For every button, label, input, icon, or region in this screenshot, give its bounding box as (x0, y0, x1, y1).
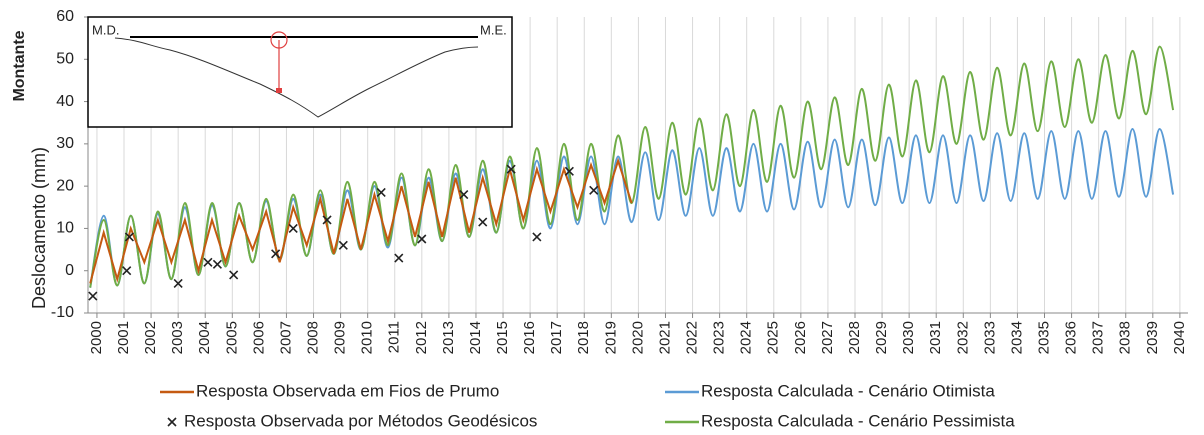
series-line (89, 128, 1175, 288)
marker (478, 217, 488, 227)
marker (122, 266, 132, 276)
marker (459, 190, 469, 200)
marker (338, 240, 348, 250)
marker (564, 166, 574, 176)
x-tick-label: 2036 (1063, 321, 1080, 354)
y-tick-label: 50 (56, 51, 74, 68)
x-tick-label: 2000 (88, 321, 105, 354)
x-tick-label: 2007 (277, 321, 294, 354)
y-tick-label: 40 (56, 93, 74, 110)
x-tick-label: 2035 (1035, 321, 1052, 354)
y-tick-label: 10 (56, 220, 74, 237)
x-tick-label: 2030 (900, 321, 917, 354)
x-tick-label: 2021 (656, 321, 673, 354)
x-tick-label: 2022 (684, 321, 701, 354)
x-tick-label: 2006 (250, 321, 267, 354)
marker (376, 187, 386, 198)
x-tick-label: 2018 (575, 321, 592, 354)
marker (322, 215, 332, 225)
x-tick-label: 2015 (494, 321, 511, 354)
marker (288, 223, 298, 233)
x-tick-label: 2025 (765, 321, 782, 354)
plot-area: 2000 2001 2002 2003 2004 2005 2006 2007 2008 2009… (51, 8, 1188, 354)
inset: M.D. M.E. (87, 16, 513, 128)
x-tick-label: 2004 (196, 321, 213, 354)
marker (589, 185, 599, 195)
x-tick-label: 2026 (792, 321, 809, 354)
inset-label: M.D. (92, 22, 119, 37)
y-tick-label: -10 (51, 304, 74, 321)
inset-frame (87, 16, 513, 128)
x-tick-label: 2008 (304, 321, 321, 354)
x-tick-label: 2002 (142, 321, 159, 354)
x-tick-label: 2009 (332, 321, 349, 354)
x-tick-label: 2024 (738, 321, 755, 354)
x-tick-label: 2010 (359, 321, 376, 354)
x-tick-label: 2003 (169, 321, 186, 354)
x-tick-label: 2029 (873, 321, 890, 354)
x-tick-label: 2005 (223, 321, 240, 354)
marker (88, 291, 98, 301)
pendulum-anchor (276, 88, 282, 93)
x-tick-label: 2034 (1008, 321, 1025, 354)
x-tick-label: 2027 (819, 321, 836, 354)
marker (173, 278, 183, 288)
y-axis-label: Deslocamento (mm) (29, 147, 49, 309)
marker (124, 232, 134, 242)
marker (532, 232, 542, 242)
x-tick-label: 2001 (115, 321, 132, 354)
x-tick-label: 2023 (711, 321, 728, 354)
x-tick-label: 2028 (846, 321, 863, 354)
legend-label: Resposta Observada por Métodos Geodésico… (184, 411, 537, 430)
y-tick-label: 0 (65, 262, 74, 279)
y-tick-label: 30 (56, 135, 74, 152)
x-tick-label: 2016 (521, 321, 538, 354)
x-tick-label: 2011 (386, 321, 403, 353)
x-tick-label: 2017 (548, 321, 565, 354)
x-tick-label: 2037 (1090, 321, 1107, 354)
series-line (89, 157, 633, 284)
x-tick-label: 2040 (1171, 321, 1188, 354)
side-label: Montante (11, 30, 28, 101)
legend-label: Resposta Calculada - Cenário Pessimista (701, 411, 1015, 430)
x-tick-label: 2013 (440, 321, 457, 354)
marker (203, 257, 213, 267)
y-tick-label: 20 (56, 177, 74, 194)
x-tick-label: 2039 (1144, 321, 1161, 354)
legend-label: Resposta Calculada - Cenário Otimista (701, 381, 995, 400)
x-tick-label: 2033 (981, 321, 998, 354)
x-tick-label: 2012 (413, 321, 430, 354)
marker (229, 270, 239, 280)
x-tick-label: 2020 (629, 321, 646, 354)
y-tick-label: 60 (56, 8, 74, 25)
marker (417, 234, 427, 244)
x-tick-label: 2019 (602, 321, 619, 354)
x-tick-label: 2038 (1117, 321, 1134, 354)
legend: Resposta Calculada - Cenário Otimista Res… (160, 381, 1015, 430)
valley-profile (114, 37, 479, 118)
inset-label: M.E. (480, 22, 507, 37)
marker (212, 259, 222, 269)
legend-swatch (167, 417, 177, 427)
marker (271, 249, 281, 259)
marker (394, 253, 404, 263)
x-tick-label: 2031 (927, 321, 944, 354)
legend-label: Resposta Observada em Fios de Prumo (196, 381, 499, 400)
x-tick-label: 2014 (467, 321, 484, 354)
marker (506, 164, 516, 174)
x-tick-label: 2032 (954, 321, 971, 354)
